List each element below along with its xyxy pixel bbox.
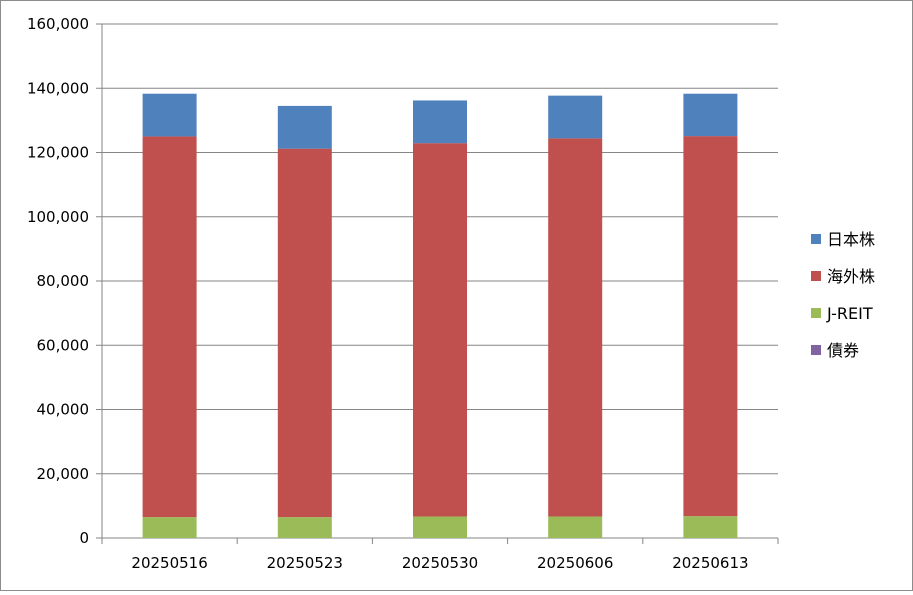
y-tick-label: 80,000 — [37, 272, 90, 290]
bar-segment — [548, 95, 603, 139]
legend-swatch — [811, 234, 821, 244]
bars — [142, 93, 738, 538]
legend-label: 債券 — [827, 341, 859, 360]
bar-segment — [277, 105, 332, 149]
legend-label: 日本株 — [827, 230, 875, 249]
legend-swatch — [811, 345, 821, 355]
bar-segment — [142, 517, 197, 538]
y-tick-labels: 0 20,000 40,000 60,000 80,000 100,000 120,000 1… — [27, 15, 89, 547]
bar-segment — [683, 93, 738, 137]
x-tick-label: 20250613 — [672, 554, 748, 572]
bar-segment — [413, 100, 467, 144]
y-tick-label: 140,000 — [27, 79, 89, 97]
bar-segment — [142, 93, 197, 137]
x-tick-labels: 20250516 20250523 20250530 20250606 20250613 — [131, 554, 748, 572]
legend-swatch — [811, 308, 821, 318]
y-tick-label: 100,000 — [27, 208, 89, 226]
bar-segment — [683, 136, 738, 517]
x-tick-label: 20250516 — [131, 554, 207, 572]
legend-swatch — [811, 271, 821, 281]
y-tick-label: 20,000 — [37, 465, 90, 483]
bar-segment — [683, 516, 738, 538]
x-tick-label: 20250530 — [402, 554, 478, 572]
bar-segment — [548, 516, 603, 538]
legend-label: 海外株 — [827, 267, 875, 286]
legend-label: J-REIT — [826, 304, 873, 323]
y-tick-label: 120,000 — [27, 144, 89, 162]
y-tick-label: 0 — [79, 529, 89, 547]
x-tick-label: 20250606 — [537, 554, 613, 572]
bar-segment — [548, 138, 603, 517]
bar-segment — [413, 516, 467, 538]
x-tick-label: 20250523 — [267, 554, 343, 572]
bar-segment — [277, 148, 332, 518]
y-tick-label: 160,000 — [27, 15, 89, 33]
axes — [96, 23, 779, 544]
bar-segment — [277, 517, 332, 538]
bar-segment — [142, 136, 197, 518]
y-tick-label: 60,000 — [37, 336, 90, 354]
y-tick-label: 40,000 — [37, 401, 90, 419]
bar-segment — [413, 143, 467, 517]
